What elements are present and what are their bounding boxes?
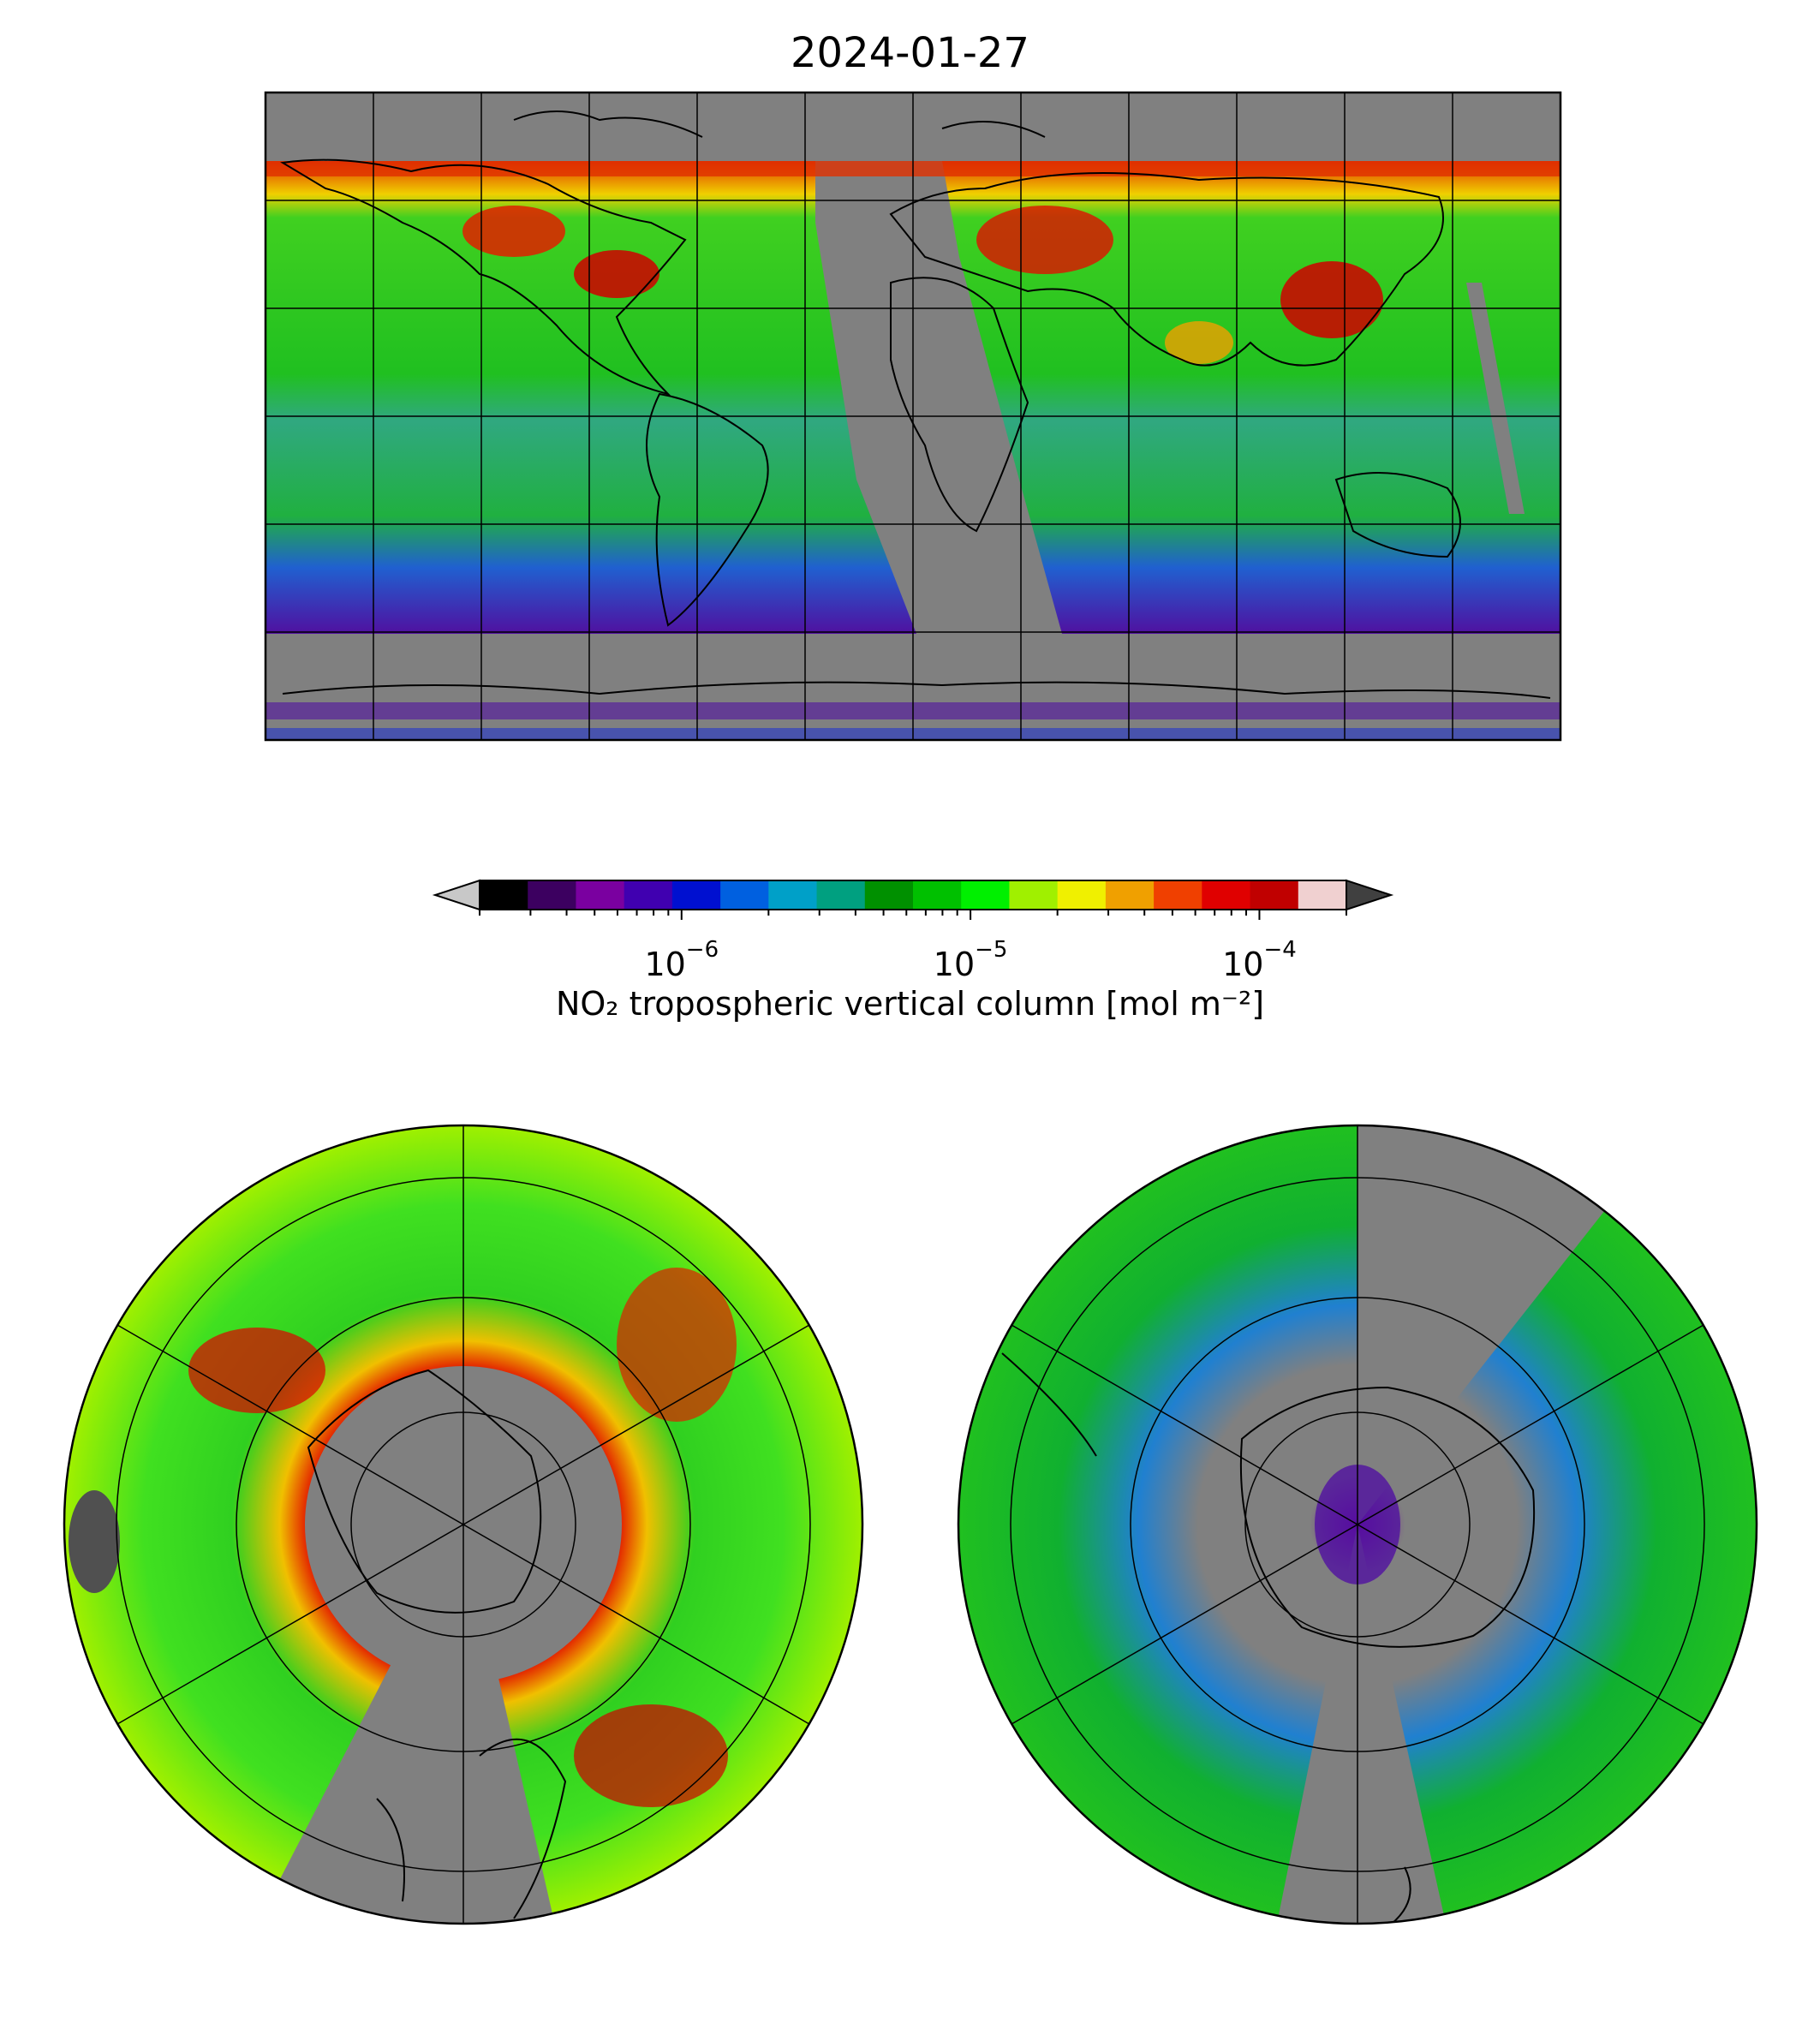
hotspot-north-america (462, 206, 565, 257)
figure-title: 2024-01-27 (791, 29, 1029, 77)
colorbar-over-extension (1346, 879, 1394, 911)
colorbar-segment (1057, 880, 1107, 910)
north-polar-frame (63, 1124, 864, 1925)
colorbar-segment (720, 880, 770, 910)
south-polar-no-data-wedge-1 (1358, 1125, 1627, 1525)
hotspot-eastern-us (574, 250, 659, 298)
colorbar-tick-label-1e-5: 10−5 (933, 937, 1008, 983)
colorbar (432, 879, 1394, 920)
global-swath-west-edge (815, 161, 916, 634)
north-polar-coastline (307, 1369, 542, 1614)
colorbar-gradient (480, 880, 1347, 910)
colorbar-segment (624, 880, 673, 910)
colorbar-tick-label-1e-4: 10−4 (1222, 937, 1297, 983)
north-polar-coastline-europe (376, 1738, 567, 1919)
global-coastlines (280, 110, 1551, 699)
north-polar-hotspot-1 (188, 1328, 325, 1413)
colorbar-tick-marks (479, 910, 1347, 920)
colorbar-segment (1009, 880, 1059, 910)
global-swath-east (942, 161, 1560, 634)
north-polar-hotspot-2 (617, 1268, 737, 1422)
colorbar-segment (1202, 880, 1251, 910)
hotspot-india (1165, 321, 1233, 364)
colorbar-segment (1154, 880, 1203, 910)
south-polar-map (957, 1124, 1758, 1925)
colorbar-tick-label-1e-6: 10−6 (644, 937, 719, 983)
north-polar-map (63, 1124, 864, 1925)
colorbar-segment (961, 880, 1011, 910)
south-polar-coastline-antarctica (1239, 1386, 1536, 1648)
hotspot-east-asia (1280, 261, 1383, 338)
colorbar-frame (479, 880, 1347, 910)
colorbar-label: NO₂ tropospheric vertical column [mol m⁻… (555, 985, 1265, 1023)
global-map (264, 91, 1562, 742)
colorbar-under-extension (432, 879, 480, 911)
colorbar-segment (864, 880, 914, 910)
global-gridlines (266, 92, 1560, 740)
north-polar-hotspot-3 (574, 1704, 728, 1807)
global-map-frame (264, 91, 1562, 742)
hotspot-europe (976, 206, 1113, 274)
south-polar-no-data-wedge-2 (1268, 1525, 1456, 1924)
colorbar-segment (576, 880, 625, 910)
global-gap-stripe (1466, 283, 1525, 514)
south-polar-gridlines (1010, 1125, 1705, 1924)
north-polar-gridlines (116, 1125, 811, 1924)
colorbar-segment (528, 880, 577, 910)
south-polar-frame (957, 1124, 1758, 1925)
colorbar-segment (913, 880, 963, 910)
colorbar-segment (480, 880, 529, 910)
colorbar-segment (816, 880, 866, 910)
colorbar-segment (1105, 880, 1155, 910)
colorbar-segment (1250, 880, 1299, 910)
colorbar-segment (671, 880, 722, 910)
north-polar-saturated-patch (69, 1490, 120, 1593)
colorbar-segment (1298, 880, 1347, 910)
colorbar-segment (768, 880, 818, 910)
